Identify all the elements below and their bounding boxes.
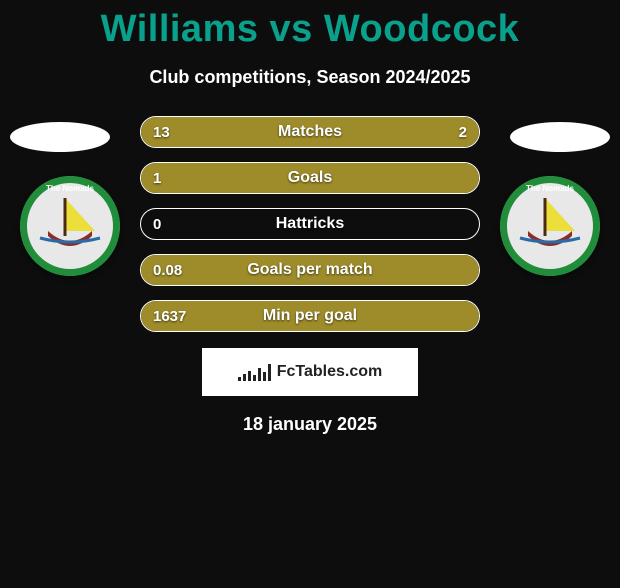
- stat-bar-goals-per-match: 0.08Goals per match: [140, 254, 480, 286]
- stat-bar-fill-left: [141, 163, 479, 193]
- svg-text:The Nomads: The Nomads: [46, 184, 95, 193]
- stat-bar-goals: 1Goals: [140, 162, 480, 194]
- player-left-ellipse: [10, 122, 110, 152]
- stat-bar-hattricks: 0Hattricks: [140, 208, 480, 240]
- brand-box: FcTables.com: [202, 348, 418, 396]
- brand-label: FcTables.com: [277, 363, 383, 381]
- subtitle: Club competitions, Season 2024/2025: [0, 67, 620, 88]
- comparison-content: The Nomads The Nomads 132Matches 1Goals 0H…: [0, 116, 620, 435]
- svg-text:The Nomads: The Nomads: [526, 184, 575, 193]
- stat-bar-min-per-goal: 1637Min per goal: [140, 300, 480, 332]
- player-right-ellipse: [510, 122, 610, 152]
- date-label: 18 january 2025: [0, 414, 620, 435]
- stat-bar-value-left: 0: [153, 209, 161, 239]
- stat-bar-label: Hattricks: [141, 209, 479, 239]
- stat-bar-fill-left: [141, 117, 435, 147]
- bar-chart-icon: [238, 363, 271, 381]
- stat-bar-fill-left: [141, 255, 479, 285]
- club-logo-left: The Nomads: [20, 176, 120, 276]
- stat-bar-matches: 132Matches: [140, 116, 480, 148]
- page-title: Williams vs Woodcock: [0, 8, 620, 51]
- stat-bar-fill-right: [435, 117, 479, 147]
- club-logo-right: The Nomads: [500, 176, 600, 276]
- stat-bars: 132Matches 1Goals 0Hattricks 0.08Goals per …: [140, 116, 480, 332]
- stat-bar-fill-left: [141, 301, 479, 331]
